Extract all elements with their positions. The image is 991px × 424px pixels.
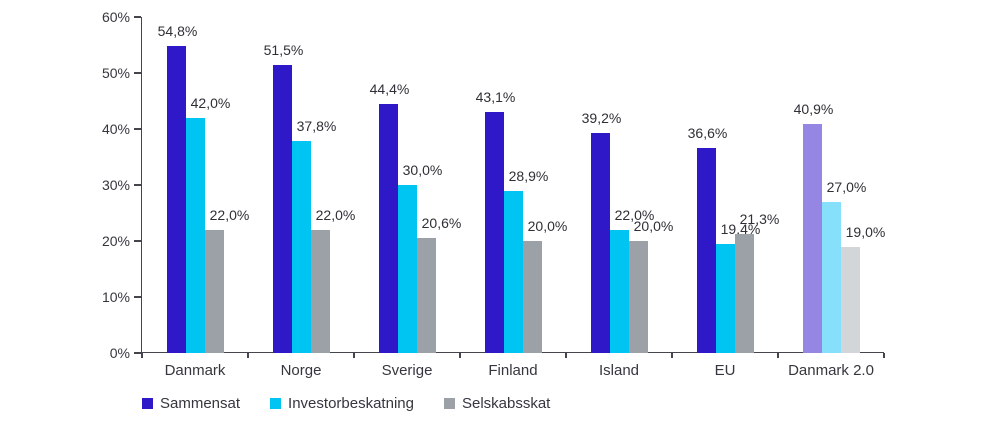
y-axis-label: 60% [101, 9, 130, 25]
bar-selskabsskat-danmark-2-0 [841, 246, 860, 353]
legend-swatch-icon [270, 397, 282, 409]
y-axis-label: 0% [109, 345, 130, 361]
bar-selskabsskat-danmark [205, 229, 224, 353]
category-label: Finland [488, 362, 538, 379]
data-label: 19,0% [845, 223, 886, 240]
data-label: 43,1% [475, 88, 516, 105]
y-axis-label: 10% [101, 289, 130, 305]
legend: Sammensat Investorbeskatning Selskabsskat [142, 393, 550, 413]
data-label: 44,4% [369, 81, 410, 98]
data-label: 40,9% [793, 100, 834, 117]
bar-selskabsskat-norge [311, 229, 330, 353]
legend-label: Selskabsskat [461, 394, 551, 412]
data-label: 39,2% [581, 110, 622, 127]
data-label: 37,8% [296, 118, 337, 135]
y-axis-tick [134, 352, 141, 354]
category-label: Danmark 2.0 [788, 362, 874, 379]
y-axis-label: 40% [101, 121, 130, 137]
x-axis-tick [353, 353, 355, 358]
legend-swatch-icon [443, 397, 455, 409]
legend-swatch-icon [142, 397, 153, 409]
bar-sammensat-sverige [379, 104, 398, 353]
data-label: 28,9% [508, 168, 549, 185]
category-label: Danmark [164, 362, 226, 379]
legend-item-investorbeskatning: Investorbeskatning [270, 394, 414, 413]
data-label: 22,0% [209, 206, 250, 223]
data-label: 20,0% [633, 218, 674, 234]
data-label: 54,8% [157, 23, 198, 40]
y-axis-tick [134, 296, 141, 298]
y-axis-tick [134, 16, 141, 18]
bar-investorbeskatning-danmark [186, 117, 205, 353]
y-axis-tick [134, 128, 141, 130]
bar-investorbeskatning-island [610, 229, 629, 353]
data-label: 19,4% [720, 221, 761, 238]
legend-label: Sammensat [160, 394, 241, 412]
y-axis-tick [134, 72, 141, 74]
bar-selskabsskat-island [629, 241, 648, 353]
bar-sammensat-island [591, 133, 610, 353]
y-axis-label: 50% [101, 65, 130, 81]
legend-label: Investorbeskatning [288, 394, 414, 412]
category-label: EU [714, 362, 736, 379]
bar-selskabsskat-finland [523, 241, 542, 353]
y-axis-label: 30% [101, 177, 130, 193]
y-axis-line [140, 17, 142, 353]
data-label: 20,0% [527, 218, 568, 234]
bar-selskabsskat-eu [735, 233, 754, 353]
bar-selskabsskat-sverige [417, 237, 436, 353]
y-axis-tick [134, 184, 141, 186]
legend-item-selskabsskat: Selskabsskat [443, 394, 551, 413]
bar-sammensat-finland [485, 111, 504, 353]
bar-sammensat-norge [273, 64, 292, 353]
bar-investorbeskatning-norge [292, 141, 311, 353]
x-axis-tick [565, 353, 567, 358]
y-axis-label: 20% [101, 233, 130, 249]
x-axis-tick [883, 353, 885, 358]
category-label: Sverige [381, 362, 433, 379]
data-label: 51,5% [263, 41, 304, 58]
bar-sammensat-danmark-2-0 [803, 123, 822, 353]
x-axis-tick [247, 353, 249, 358]
data-label: 22,0% [315, 206, 356, 223]
bar-investorbeskatning-danmark-2-0 [822, 201, 841, 353]
data-label: 21,3% [739, 210, 780, 227]
x-axis-tick [459, 353, 461, 358]
data-label: 42,0% [190, 94, 231, 111]
category-label: Norge [280, 362, 322, 379]
category-label: Island [598, 362, 640, 379]
bar-sammensat-eu [697, 148, 716, 353]
bar-investorbeskatning-sverige [398, 185, 417, 353]
data-label: 30,0% [402, 162, 443, 178]
data-label: 20,6% [421, 214, 462, 231]
x-axis-tick [777, 353, 779, 358]
bar-investorbeskatning-finland [504, 191, 523, 353]
bar-sammensat-danmark [167, 46, 186, 353]
data-label: 27,0% [826, 178, 867, 195]
y-axis-tick [134, 240, 141, 242]
legend-item-sammensat: Sammensat [142, 394, 240, 413]
data-label: 22,0% [614, 206, 655, 223]
bar-investorbeskatning-eu [716, 244, 735, 353]
x-axis-tick [671, 353, 673, 358]
data-label: 36,6% [687, 125, 728, 142]
x-axis-tick [141, 353, 143, 358]
